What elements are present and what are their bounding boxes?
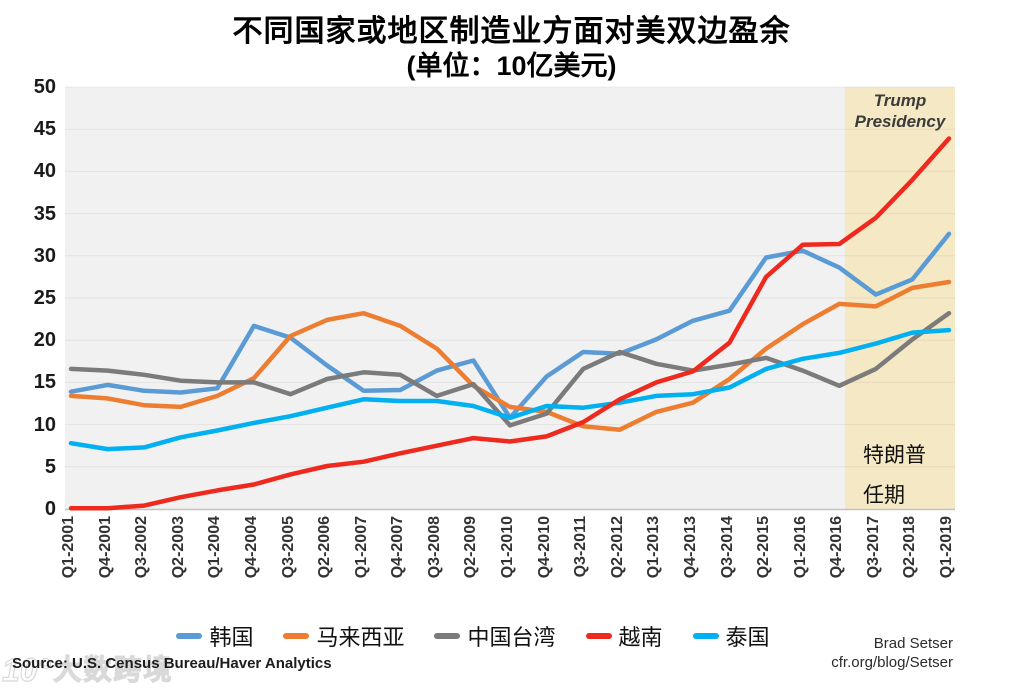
source-note: Source: U.S. Census Bureau/Haver Analyti… — [12, 655, 332, 672]
y-axis-label-5: 5 — [44, 455, 56, 478]
trump-presidency-annotation: Trump Presidency — [845, 90, 955, 132]
page-subtitle: (单位：10亿美元) — [406, 51, 617, 81]
y-axis-label-10: 10 — [33, 413, 56, 436]
legend-item-thailand: 泰国 — [692, 620, 770, 652]
legend-swatch-icon-thailand — [692, 633, 719, 639]
x-axis-label-Q2-2015: Q2-2015 — [755, 516, 773, 579]
x-axis-label-Q4-2001: Q4-2001 — [96, 516, 114, 579]
x-axis-label-Q2-2018: Q2-2018 — [901, 516, 919, 579]
series-line-malaysia — [68, 279, 952, 432]
trump-cn-line2: 任期 — [863, 484, 905, 507]
series-line-vietnam — [68, 136, 952, 511]
trump-presidency-annotation-cn: 特朗普 任期 — [863, 436, 926, 516]
x-axis-label-Q4-2010: Q4-2010 — [535, 516, 553, 579]
y-axis-label-45: 45 — [33, 118, 56, 141]
author-name: Brad Setser — [873, 635, 953, 652]
legend-swatch-icon-korea — [176, 633, 203, 639]
legend-label-malaysia: 马来西亚 — [316, 625, 405, 650]
y-axis-label-25: 25 — [33, 287, 56, 309]
x-axis-label-Q1-2001: Q1-2001 — [60, 516, 77, 579]
author-blog-url: cfr.org/blog/Setser — [831, 654, 953, 671]
x-axis-label-Q4-2013: Q4-2013 — [681, 516, 699, 579]
x-axis-label-Q1-2010: Q1-2010 — [499, 516, 516, 579]
x-axis-label-Q3-2005: Q3-2005 — [279, 516, 297, 579]
x-axis-label-Q1-2016: Q1-2016 — [791, 516, 809, 579]
trump-annotation-line1: Trump — [873, 91, 927, 110]
legend-label-thailand: 泰国 — [725, 625, 770, 650]
x-axis-label-Q3-2008: Q3-2008 — [425, 516, 443, 579]
y-axis-label-15: 15 — [33, 371, 56, 394]
x-axis-label-Q1-2019: Q1-2019 — [938, 516, 955, 579]
x-axis-label-Q2-2012: Q2-2012 — [608, 516, 626, 579]
trump-region — [845, 87, 955, 509]
x-axis-label-Q4-2004: Q4-2004 — [242, 516, 260, 579]
x-axis-label-Q4-2007: Q4-2007 — [389, 516, 407, 579]
x-axis-label-Q2-2003: Q2-2003 — [169, 516, 187, 579]
y-axis-label-20: 20 — [33, 329, 56, 352]
series-line-taiwan — [68, 310, 952, 428]
x-axis-label-Q1-2007: Q1-2007 — [352, 516, 370, 579]
legend-item-korea: 韩国 — [176, 620, 253, 652]
x-axis-label-Q2-2006: Q2-2006 — [316, 516, 334, 579]
x-axis-label-Q3-2014: Q3-2014 — [718, 516, 736, 579]
plot-background — [65, 87, 955, 509]
chart-legend: 韩国 马来西亚 中国台湾 越南 泰国 — [0, 620, 946, 652]
x-axis-label-Q4-2016: Q4-2016 — [828, 516, 846, 579]
legend-item-vietnam: 越南 — [585, 620, 663, 652]
x-axis-label-Q3-2011: Q3-2011 — [572, 516, 590, 578]
x-axis-label-Q3-2002: Q3-2002 — [133, 516, 151, 579]
legend-item-malaysia: 马来西亚 — [283, 620, 404, 652]
trump-annotation-line2: Presidency — [854, 112, 946, 131]
x-axis-label-Q3-2017: Q3-2017 — [864, 516, 882, 579]
y-axis-label-50: 50 — [33, 76, 56, 98]
legend-swatch-icon-taiwan — [434, 633, 461, 639]
x-axis-label-Q1-2004: Q1-2004 — [206, 516, 224, 579]
legend-item-taiwan: 中国台湾 — [434, 620, 556, 652]
page-title: 不同国家或地区制造业方面对美双边盈余 — [232, 15, 791, 48]
legend-swatch-icon-vietnam — [585, 633, 612, 639]
legend-label-vietnam: 越南 — [618, 625, 663, 650]
x-axis-label-Q1-2013: Q1-2013 — [645, 516, 663, 579]
author-credit: Brad Setser cfr.org/blog/Setser — [831, 634, 953, 672]
series-line-thailand — [68, 327, 952, 452]
y-axis-label-35: 35 — [33, 202, 56, 225]
y-axis-label-0: 0 — [44, 498, 56, 520]
x-axis-label-Q2-2009: Q2-2009 — [462, 516, 480, 579]
legend-label-korea: 韩国 — [209, 625, 254, 650]
legend-label-taiwan: 中国台湾 — [467, 625, 556, 650]
trump-cn-line1: 特朗普 — [863, 444, 926, 467]
y-axis-label-30: 30 — [33, 244, 56, 267]
y-axis-label-40: 40 — [33, 160, 56, 183]
legend-swatch-icon-malaysia — [283, 633, 310, 639]
